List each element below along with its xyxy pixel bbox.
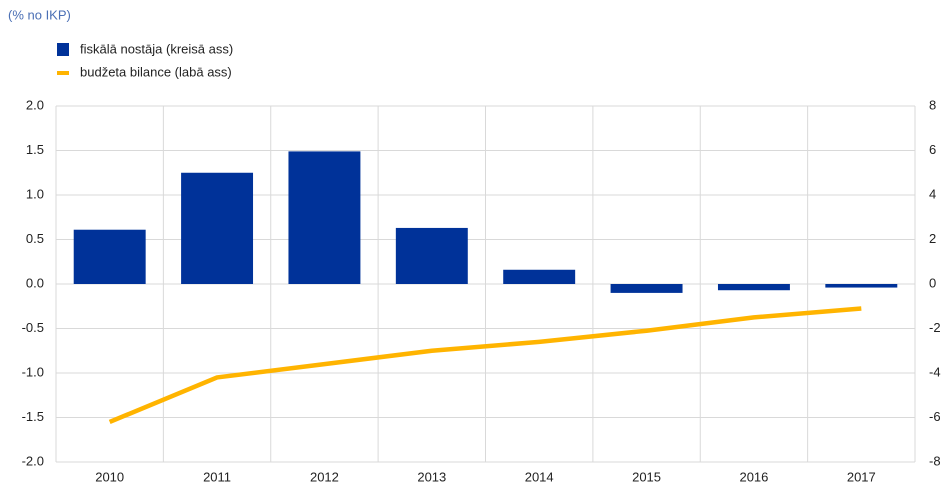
y2-tick-label: 4 [929, 186, 936, 201]
y-tick-label: 0.5 [26, 231, 44, 246]
bar [610, 284, 683, 293]
y2-tick-label: -2 [929, 320, 941, 335]
x-tick-label: 2015 [632, 469, 661, 484]
y-tick-label: 2.0 [26, 97, 44, 112]
y2-tick-label: -4 [929, 364, 941, 379]
bar [503, 269, 576, 284]
line [108, 306, 862, 425]
y2-tick-label: 6 [929, 142, 936, 157]
legend-swatch [57, 71, 69, 75]
y2-tick-label: 0 [929, 275, 936, 290]
bar [181, 172, 254, 284]
x-tick-label: 2017 [847, 469, 876, 484]
bar [825, 284, 898, 288]
x-tick-label: 2016 [739, 469, 768, 484]
y-tick-label: 0.0 [26, 275, 44, 290]
y2-tick-label: -8 [929, 453, 941, 468]
y-tick-label: 1.5 [26, 142, 44, 157]
bar [717, 284, 790, 291]
y2-tick-label: -6 [929, 409, 941, 424]
legend-label: fiskālā nostāja (kreisā ass) [80, 41, 233, 56]
legend-label: budžeta bilance (labā ass) [80, 64, 232, 79]
x-tick-label: 2010 [95, 469, 124, 484]
y-tick-label: -1.0 [22, 364, 44, 379]
y-tick-label: 1.0 [26, 186, 44, 201]
y-tick-label: -2.0 [22, 453, 44, 468]
bar [288, 151, 361, 284]
chart-subtitle: (% no IKP) [8, 7, 71, 22]
bar [395, 227, 468, 284]
y-tick-label: -1.5 [22, 409, 44, 424]
legend-swatch [57, 43, 69, 56]
x-tick-label: 2012 [310, 469, 339, 484]
x-tick-label: 2013 [417, 469, 446, 484]
bar [73, 229, 146, 284]
x-tick-label: 2014 [525, 469, 554, 484]
y2-tick-label: 2 [929, 231, 936, 246]
x-tick-label: 2011 [203, 469, 231, 484]
y2-tick-label: 8 [929, 97, 936, 112]
y-tick-label: -0.5 [22, 320, 44, 335]
